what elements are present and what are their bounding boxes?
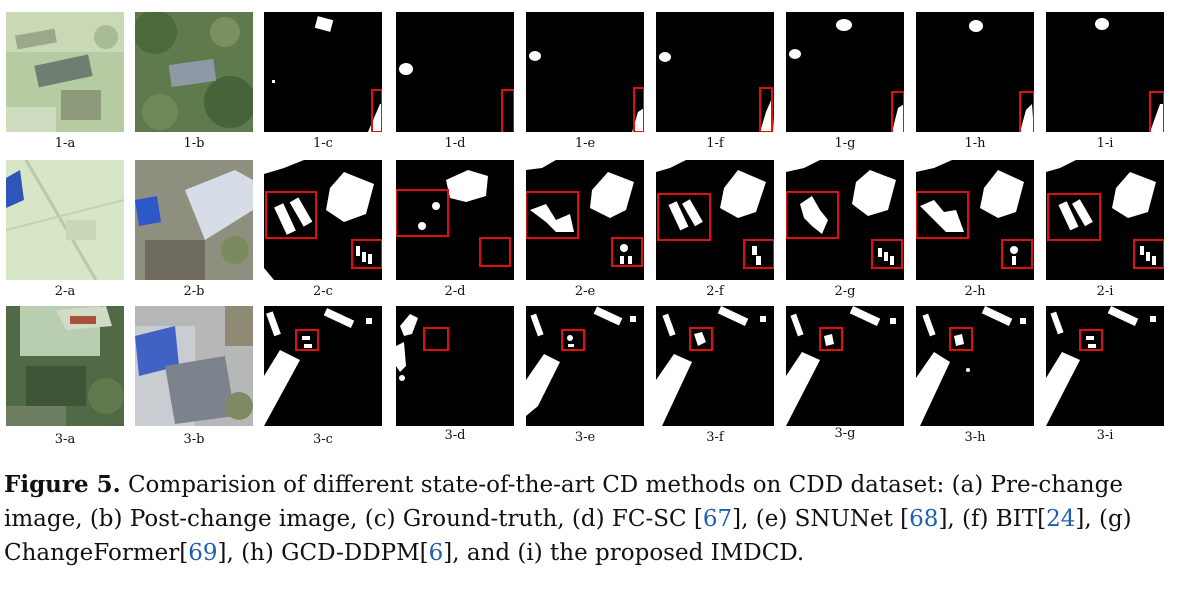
panel-1-h	[916, 12, 1034, 132]
caption-text-3: ], (f) BIT[	[938, 506, 1047, 532]
panel-1-b	[135, 12, 253, 132]
label-3-f: 3-f	[706, 430, 724, 445]
panel-1-g	[786, 12, 904, 132]
label-1-f: 1-f	[706, 136, 724, 151]
panel-3-d	[396, 306, 514, 426]
panel-2-i	[1046, 160, 1164, 280]
citation-link-24[interactable]: 24	[1046, 506, 1076, 532]
label-1-g: 1-g	[834, 136, 856, 151]
label-1-c: 1-c	[313, 136, 333, 151]
caption-text-2: ], (e) SNUNet [	[732, 506, 910, 532]
caption-text-1: Comparision of different state-of-the-ar…	[4, 472, 1123, 532]
label-1-d: 1-d	[444, 136, 466, 151]
caption-text-6: ], and (i) the proposed IMDCD.	[443, 540, 805, 566]
panel-1-e	[526, 12, 644, 132]
panel-2-b	[135, 160, 253, 280]
citation-link-68[interactable]: 68	[909, 506, 939, 532]
label-2-b: 2-b	[183, 284, 205, 299]
label-3-e: 3-e	[574, 430, 596, 445]
panel-3-c	[264, 306, 382, 426]
label-2-h: 2-h	[964, 284, 986, 299]
panel-1-c	[264, 12, 382, 132]
label-3-g: 3-g	[834, 426, 856, 441]
panel-3-f	[656, 306, 774, 426]
label-2-f: 2-f	[706, 284, 724, 299]
panel-2-d	[396, 160, 514, 280]
panel-2-h	[916, 160, 1034, 280]
label-3-i: 3-i	[1096, 428, 1114, 443]
label-2-e: 2-e	[574, 284, 596, 299]
panel-1-f	[656, 12, 774, 132]
citation-link-69[interactable]: 69	[188, 540, 218, 566]
panel-3-e	[526, 306, 644, 426]
panel-2-a	[6, 160, 124, 280]
panel-3-g	[786, 306, 904, 426]
label-1-e: 1-e	[574, 136, 596, 151]
panel-1-d	[396, 12, 514, 132]
panel-3-b	[135, 306, 253, 426]
label-2-d: 2-d	[444, 284, 466, 299]
panel-3-h	[916, 306, 1034, 426]
panel-2-f	[656, 160, 774, 280]
label-2-c: 2-c	[313, 284, 333, 299]
panel-1-a	[6, 12, 124, 132]
citation-link-67[interactable]: 67	[702, 506, 733, 532]
label-1-h: 1-h	[964, 136, 986, 151]
panel-2-g	[786, 160, 904, 280]
panel-1-i	[1046, 12, 1164, 132]
panel-2-c	[264, 160, 382, 280]
citation-link-6[interactable]: 6	[428, 540, 444, 566]
figure-caption: Figure 5. Comparision of different state…	[4, 468, 1176, 570]
label-2-g: 2-g	[834, 284, 856, 299]
panel-2-e	[526, 160, 644, 280]
label-2-i: 2-i	[1096, 284, 1114, 299]
caption-text-4: ], (g) ChangeFormer[	[4, 506, 1132, 566]
panel-3-i	[1046, 306, 1164, 426]
label-3-b: 3-b	[183, 432, 205, 447]
label-3-a: 3-a	[54, 432, 76, 447]
label-3-c: 3-c	[313, 432, 333, 447]
label-1-a: 1-a	[54, 136, 76, 151]
label-1-b: 1-b	[183, 136, 205, 151]
caption-label: Figure 5.	[4, 471, 121, 498]
label-3-d: 3-d	[444, 428, 466, 443]
label-3-h: 3-h	[964, 430, 986, 445]
panel-3-a	[6, 306, 124, 426]
label-2-a: 2-a	[54, 284, 76, 299]
label-1-i: 1-i	[1096, 136, 1114, 151]
caption-text-5: ], (h) GCD-DDPM[	[217, 540, 429, 566]
